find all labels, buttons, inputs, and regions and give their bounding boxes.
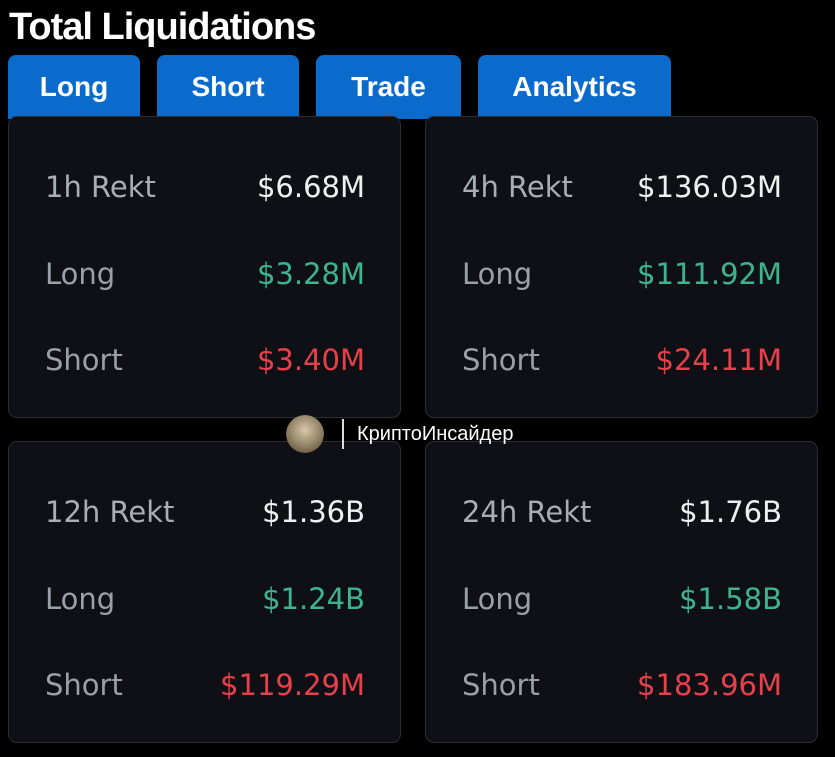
tab[interactable]: Short [157,55,299,119]
watermark-text: КриптоИнсайдер [357,422,514,445]
stat-label: Long [45,582,116,616]
stat-label: 1h Rekt [45,170,156,204]
stat-value: $183.96M [637,668,782,702]
stat-label: 12h Rekt [45,495,175,529]
stat-value: $6.68M [256,170,365,204]
stat-row: 4h Rekt $136.03M [462,167,782,207]
stat-card: 4h Rekt $136.03M Long $111.92M Short $24.11M [425,116,818,418]
stat-value: $1.58B [679,582,782,616]
stat-label: Long [462,257,533,291]
stat-value: $119.29M [220,668,365,702]
stat-card: 1h Rekt $6.68M Long $3.28M Short $3.40M [8,116,401,418]
stat-label: Long [45,257,116,291]
stat-value: $3.28M [256,257,365,291]
title: Total Liquidations [9,6,316,48]
stat-label: Short [462,343,540,377]
watermark: КриптоИнсайдер [286,414,513,454]
stat-label: Short [45,668,123,702]
stat-value: $111.92M [637,257,782,291]
stat-row: Long $1.24B [45,579,365,619]
tab[interactable]: Long [8,55,140,119]
stat-value: $3.40M [256,343,365,377]
stat-label: Long [462,582,533,616]
tab[interactable]: Analytics [478,55,671,119]
stat-label: 24h Rekt [462,495,592,529]
stat-label: 4h Rekt [462,170,573,204]
stat-card: 24h Rekt $1.76B Long $1.58B Short $183.96M [425,441,818,743]
stat-value: $1.24B [262,582,365,616]
stat-value: $1.36B [262,495,365,529]
stat-row: Short $119.29M [45,665,365,705]
stat-row: Short $3.40M [45,340,365,380]
tab[interactable]: Trade [316,55,461,119]
stat-label: Short [45,343,123,377]
stat-value: $136.03M [637,170,782,204]
stat-label: Short [462,668,540,702]
stat-row: Long $3.28M [45,254,365,294]
stat-row: 12h Rekt $1.36B [45,492,365,532]
stat-row: 1h Rekt $6.68M [45,167,365,207]
stat-value: $24.11M [655,343,783,377]
watermark-separator [342,419,344,449]
stat-row: Long $111.92M [462,254,782,294]
stat-row: 24h Rekt $1.76B [462,492,782,532]
watermark-avatar [286,415,324,453]
stat-row: Long $1.58B [462,579,782,619]
stat-row: Short $183.96M [462,665,782,705]
stat-card: 12h Rekt $1.36B Long $1.24B Short $119.29M [8,441,401,743]
stat-value: $1.76B [679,495,782,529]
stat-row: Short $24.11M [462,340,782,380]
